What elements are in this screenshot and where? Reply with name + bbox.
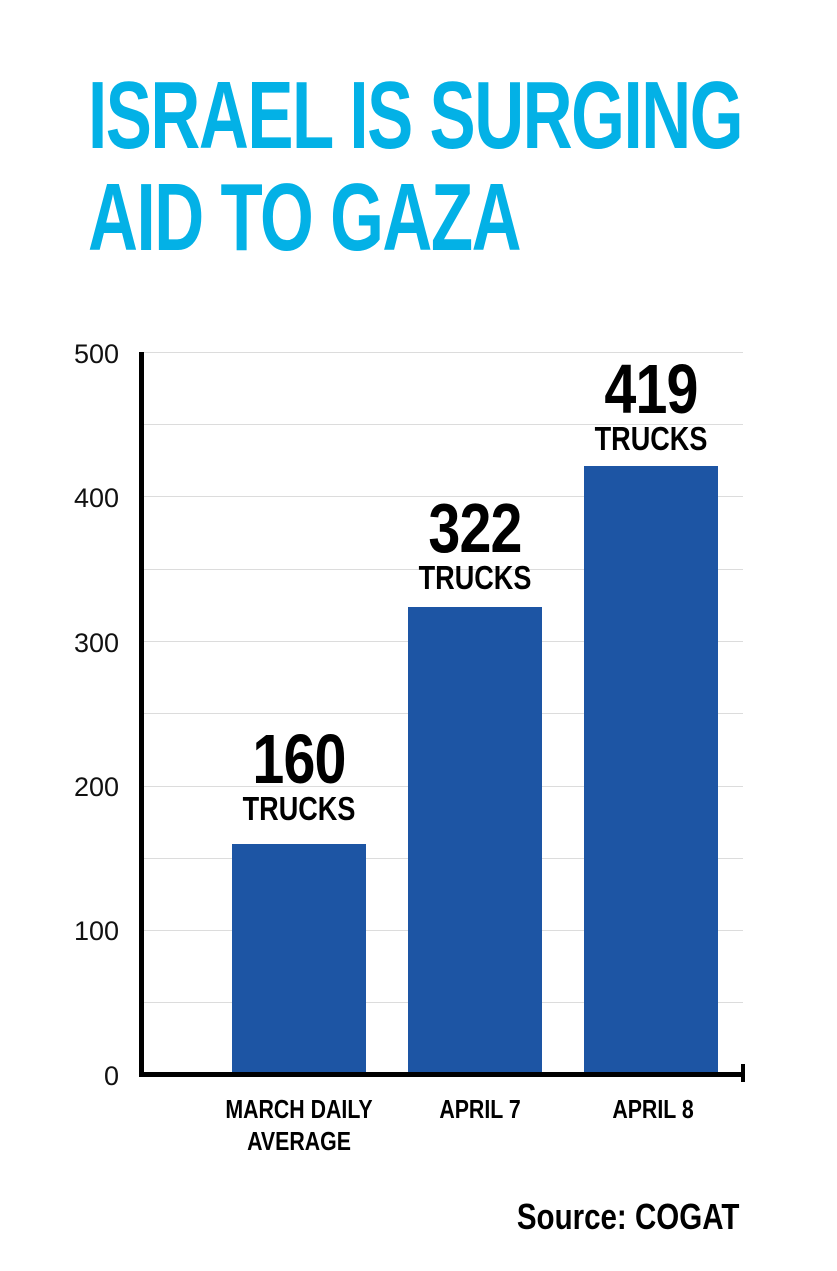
y-axis-line [139,352,144,1076]
gridline-400 [143,496,743,497]
x-axis-line [139,1072,745,1077]
x-label-april-7: APRIL 7 [439,1094,521,1124]
y-tick-500: 500 [73,339,119,369]
gridline-350 [143,569,743,570]
x-axis-end-tick [741,1064,745,1082]
x-label-line-2: AVERAGE [247,1126,351,1156]
x-label-march-daily-average: MARCH DAILY AVERAGE [209,1093,389,1157]
bar-march-daily-average [232,844,366,1074]
bar-april-8 [584,466,718,1074]
x-label-april-8: APRIL 8 [612,1094,694,1124]
bar-value: 322 [428,489,522,567]
bar-label-march: 160 TRUCKS [199,720,399,827]
source-credit: Source: COGAT [516,1196,739,1237]
title-line-2: AID TO GAZA [88,164,522,271]
y-tick-300: 300 [73,628,119,658]
bar-unit: TRUCKS [242,790,356,827]
chart-title: ISRAEL IS SURGING AID TO GAZA [88,62,743,271]
bar-value: 419 [604,350,698,428]
bar-unit: TRUCKS [594,420,708,457]
bar-label-april-7: 322 TRUCKS [375,489,575,596]
title-line-1: ISRAEL IS SURGING [88,62,743,169]
bar-april-7 [408,607,542,1074]
y-tick-200: 200 [73,772,119,802]
bar-value: 160 [252,720,346,798]
y-tick-0: 0 [103,1061,119,1091]
y-tick-100: 100 [73,916,119,946]
bar-label-april-8: 419 TRUCKS [551,350,751,457]
gridline-500 [143,352,743,353]
gridline-450 [143,424,743,425]
y-tick-400: 400 [73,483,119,513]
x-label-line-1: MARCH DAILY [225,1094,373,1124]
bar-unit: TRUCKS [418,559,532,596]
